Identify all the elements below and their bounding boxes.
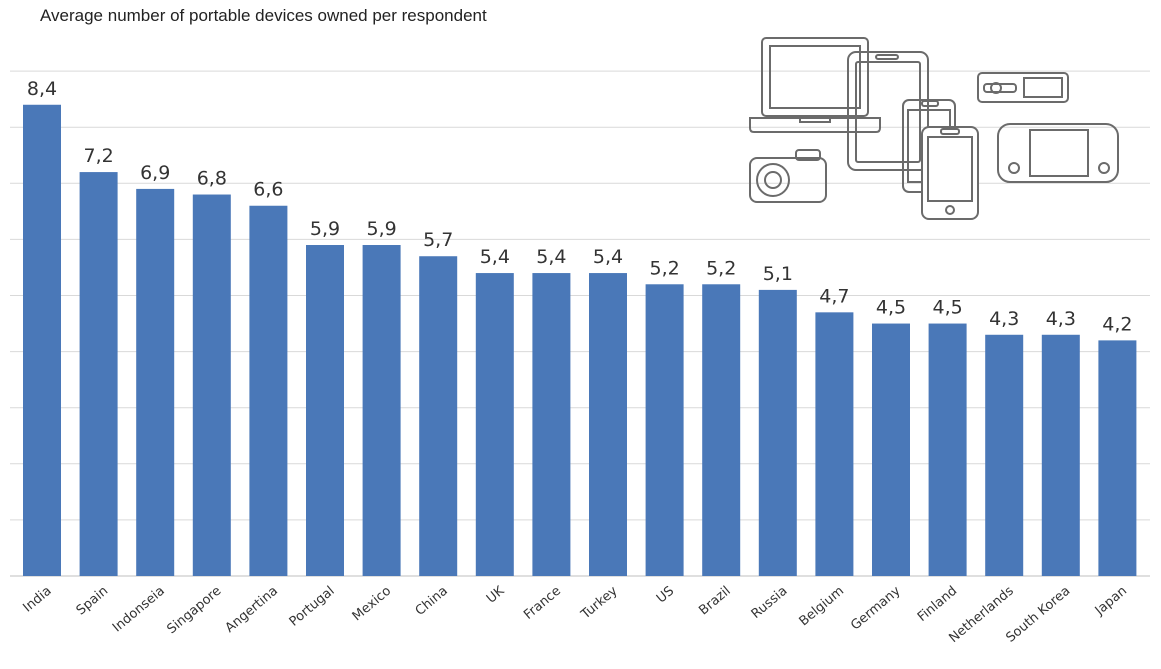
- bar-portugal: [306, 245, 344, 576]
- category-label: France: [521, 584, 564, 623]
- bar-us: [645, 284, 684, 576]
- value-label: 5,7: [423, 229, 453, 251]
- bar-germany: [872, 323, 910, 576]
- handheld-console-icon: [997, 123, 1119, 183]
- category-label: Belgium: [797, 584, 847, 630]
- value-label: 4,3: [989, 308, 1019, 330]
- camera-icon: [749, 149, 827, 203]
- bar-belgium: [815, 312, 854, 576]
- value-label: 6,8: [197, 168, 227, 190]
- value-label: 5,9: [366, 218, 396, 240]
- bar-finland: [928, 323, 967, 576]
- category-label: Turkey: [578, 583, 621, 623]
- bar-singapore: [192, 194, 231, 576]
- bar-indonseia: [136, 188, 175, 576]
- bars: [23, 104, 1137, 577]
- value-label: 5,1: [763, 263, 793, 285]
- bar-brazil: [702, 284, 741, 576]
- bar-japan: [1098, 340, 1137, 576]
- bar-india: [23, 104, 61, 576]
- bar-south-korea: [1041, 334, 1080, 576]
- value-label: 4,5: [876, 297, 906, 319]
- device-illustration: [749, 37, 1119, 220]
- smartphone-front-icon: [921, 126, 979, 220]
- category-label: US: [654, 584, 677, 607]
- value-label: 4,7: [819, 285, 849, 307]
- category-label: Japan: [1092, 584, 1130, 619]
- laptop-icon: [749, 37, 881, 133]
- bar-russia: [758, 289, 797, 576]
- category-label: India: [20, 584, 54, 616]
- bar-spain: [79, 172, 118, 576]
- category-label: Mexico: [350, 584, 394, 625]
- category-label: Portugal: [287, 584, 338, 630]
- value-label: 5,2: [649, 257, 679, 279]
- category-label: Russia: [749, 584, 791, 622]
- category-label: Singapore: [164, 584, 224, 638]
- chart-title: Average number of portable devices owned…: [40, 6, 487, 25]
- bar-mexico: [362, 245, 401, 576]
- category-label: Spain: [74, 584, 111, 619]
- category-label: Finland: [915, 584, 960, 625]
- value-label: 7,2: [83, 145, 113, 167]
- category-label: China: [413, 584, 451, 619]
- bar-turkey: [589, 273, 627, 576]
- value-label: 6,6: [253, 179, 283, 201]
- value-label: 6,9: [140, 162, 170, 184]
- value-label: 4,2: [1102, 313, 1132, 335]
- value-labels: 8,4 7,2 6,9 6,8 6,6 5,9 5,9 5,7 5,4 5,4 5,4 5,2 5,2 5…: [27, 78, 1133, 336]
- media-player-icon: [977, 72, 1069, 103]
- category-label: UK: [484, 583, 508, 606]
- category-label: Brazil: [696, 584, 733, 619]
- value-label: 5,2: [706, 257, 736, 279]
- value-label: 4,5: [932, 297, 962, 319]
- bar-uk: [475, 273, 514, 576]
- value-label: 4,3: [1046, 308, 1076, 330]
- value-label: 5,4: [593, 246, 623, 268]
- bar-angertina: [249, 205, 288, 577]
- value-label: 5,9: [310, 218, 340, 240]
- bar-china: [419, 256, 458, 576]
- bar-france: [532, 273, 571, 576]
- bar-netherlands: [985, 334, 1024, 576]
- category-label: Angertina: [223, 584, 281, 636]
- category-label: Indonseia: [110, 584, 168, 636]
- value-label: 5,4: [480, 246, 510, 268]
- category-label: Germany: [848, 583, 904, 633]
- value-label: 5,4: [536, 246, 566, 268]
- value-label: 8,4: [27, 78, 57, 100]
